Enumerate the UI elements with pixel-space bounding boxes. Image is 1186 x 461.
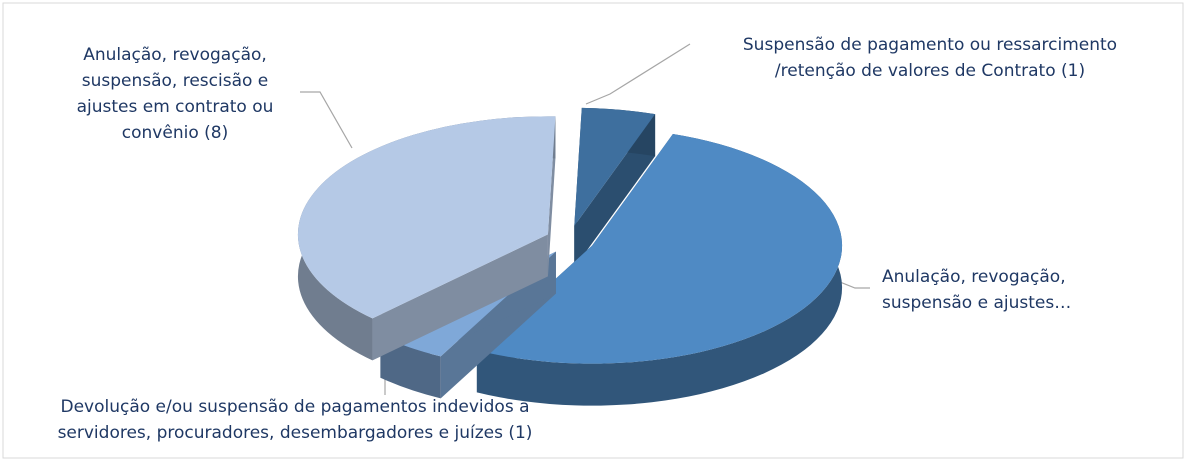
leader-line (585, 43, 691, 105)
slice-label: Suspensão de pagamento ou ressarcimento (743, 35, 1117, 55)
slice-label: Anulação, revogação, (882, 267, 1066, 287)
slice-label: servidores, procuradores, desembargadore… (58, 423, 533, 443)
slice-label: suspensão, rescisão e (82, 71, 269, 91)
leader-line (300, 91, 353, 149)
slice-cut-face (372, 234, 548, 361)
slice (297, 116, 556, 361)
slice-top (297, 116, 556, 319)
slice-label: Anulação, revogação, (83, 45, 267, 65)
slice-top (574, 107, 656, 226)
slice-label: Devolução e/ou suspensão de pagamentos i… (60, 397, 529, 417)
slice-side (380, 335, 441, 399)
slice-label: ajustes em contrato ou (77, 97, 274, 117)
slice (476, 133, 843, 406)
slice-top (476, 133, 843, 364)
slice-label: convênio (8) (122, 123, 228, 143)
slice-label: suspensão e ajustes… (882, 293, 1071, 313)
slice-side (476, 133, 843, 406)
slice-label: /retenção de valores de Contrato (1) (775, 61, 1085, 81)
slice (574, 107, 656, 268)
